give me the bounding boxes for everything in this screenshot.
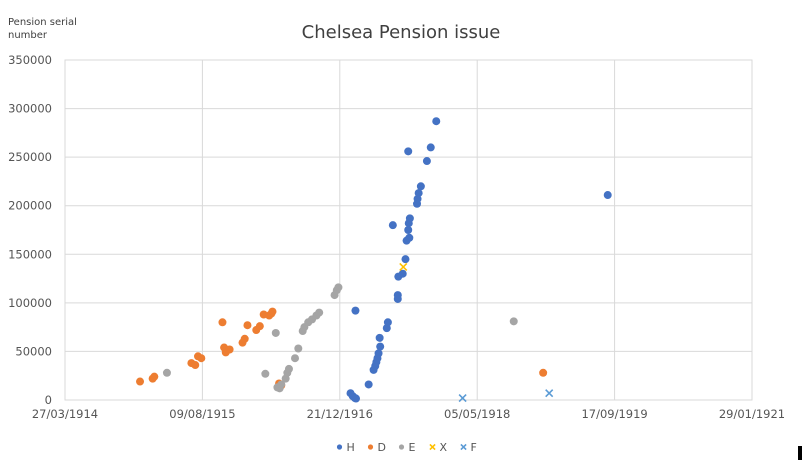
data-point <box>401 255 410 264</box>
gridlines <box>64 59 753 401</box>
data-point <box>294 344 303 353</box>
y-tick-label: 100000 <box>8 296 52 310</box>
y-tick-label: 250000 <box>8 150 52 164</box>
legend-item-h: H <box>336 441 355 454</box>
data-point <box>388 221 397 230</box>
data-point <box>162 368 171 377</box>
data-point <box>414 189 423 198</box>
data-point <box>240 334 249 343</box>
x-tick-label: 27/03/1914 <box>32 407 98 421</box>
legend-item-f: F <box>460 441 477 454</box>
data-point <box>218 318 227 327</box>
data-point <box>509 317 518 326</box>
edge-marker <box>798 446 802 460</box>
data-point <box>426 143 435 152</box>
data-point <box>422 157 431 166</box>
data-point <box>315 308 324 317</box>
y-tick-label: 350000 <box>8 53 52 67</box>
series-h <box>346 117 612 403</box>
legend-label: X <box>440 441 448 454</box>
data-point <box>291 354 300 363</box>
data-point <box>136 377 145 386</box>
series-x <box>399 262 408 271</box>
data-point <box>271 328 280 337</box>
x-tick-label: 09/08/1915 <box>169 407 235 421</box>
data-point <box>404 226 413 234</box>
data-point <box>277 380 286 389</box>
data-point <box>416 182 425 191</box>
legend-item-x: X <box>429 441 448 454</box>
data-point <box>545 389 554 398</box>
legend-marker-icon <box>336 444 343 450</box>
data-point <box>352 394 361 403</box>
data-point <box>255 322 264 331</box>
data-points <box>136 117 612 403</box>
x-tick-label: 29/01/1921 <box>719 407 785 421</box>
x-tick-label: 17/09/1919 <box>581 407 647 421</box>
data-point <box>539 368 548 377</box>
series-f <box>458 389 554 403</box>
data-point <box>376 342 385 351</box>
y-tick-label: 0 <box>45 393 52 407</box>
legend-label: D <box>378 441 386 454</box>
data-point <box>393 291 402 300</box>
series-d <box>136 307 548 390</box>
data-point <box>405 214 414 223</box>
data-point <box>243 321 252 330</box>
data-point <box>398 269 407 278</box>
legend-marker-icon <box>429 443 436 451</box>
legend-item-e: E <box>398 441 416 454</box>
y-tick-label: 150000 <box>8 247 52 261</box>
data-point <box>375 333 384 342</box>
y-tick-label: 50000 <box>15 344 52 358</box>
data-point <box>284 364 293 373</box>
data-point <box>603 191 612 200</box>
y-axis-label-line-2: number <box>8 30 48 41</box>
data-point <box>374 349 383 358</box>
data-point <box>405 233 414 242</box>
legend-marker-icon <box>460 443 467 451</box>
y-axis-label-line-1: Pension serial <box>8 17 77 28</box>
legend-marker-icon <box>398 444 405 450</box>
data-point <box>197 354 206 363</box>
legend-item-d: D <box>367 441 386 454</box>
data-point <box>191 361 200 370</box>
series-e <box>162 283 518 393</box>
data-point <box>268 307 277 316</box>
data-point <box>432 117 441 126</box>
legend-marker-icon <box>367 444 374 450</box>
data-point <box>351 306 360 315</box>
legend-label: H <box>347 441 355 454</box>
data-point <box>261 369 270 378</box>
data-point <box>334 283 343 292</box>
data-point <box>399 262 408 271</box>
x-tick-label: 21/12/1916 <box>307 407 373 421</box>
y-tick-label: 300000 <box>8 102 52 116</box>
data-point <box>458 393 467 403</box>
legend-label: E <box>409 441 416 454</box>
data-point <box>364 380 373 389</box>
legend-label: F <box>471 441 477 454</box>
data-point <box>383 318 392 327</box>
x-tick-label: 05/05/1918 <box>444 407 510 421</box>
y-tick-label: 200000 <box>8 199 52 213</box>
data-point <box>150 372 159 381</box>
data-point <box>404 147 413 156</box>
y-axis-ticks: 0 50000 100000 150000 200000 250000 300000 3500… <box>8 53 52 407</box>
x-axis-ticks: 27/03/1914 09/08/1915 21/12/1916 05/05/1918… <box>32 407 785 421</box>
data-point <box>225 345 234 354</box>
chart-title: Chelsea Pension issue <box>302 22 501 43</box>
